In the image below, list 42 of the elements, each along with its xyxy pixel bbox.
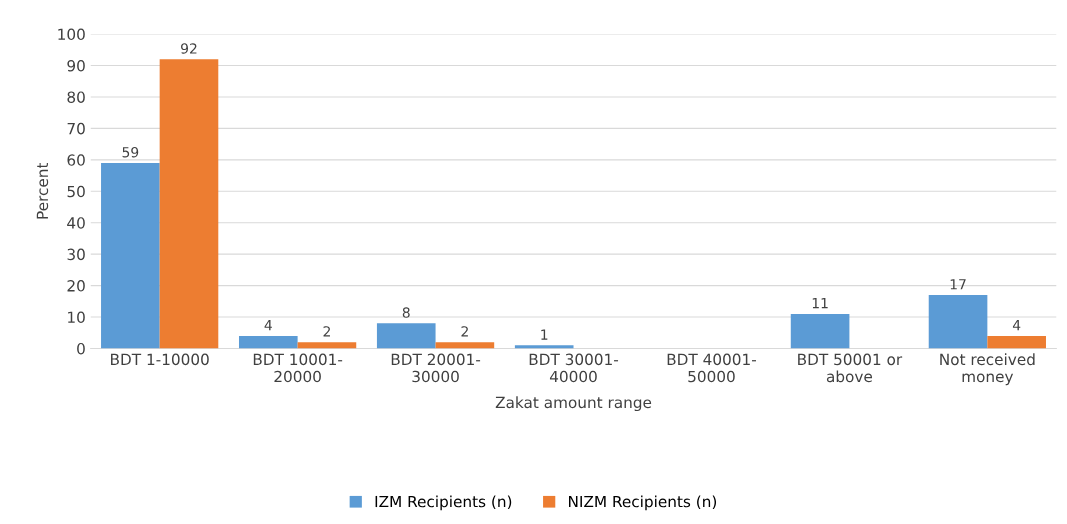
y-tick-label: 0 xyxy=(77,342,85,355)
y-tick-label: 80 xyxy=(67,91,85,103)
bar xyxy=(435,342,495,349)
x-tick-label: BDT 1-10000 xyxy=(111,353,209,366)
x-tick-label: BDT 30001- 40000 xyxy=(529,353,619,383)
y-tick-label: 40 xyxy=(67,217,85,229)
x-axis-title: Zakat amount range xyxy=(495,396,652,412)
data-label: 92 xyxy=(181,43,197,54)
x-tick-label: BDT 50001 or above xyxy=(798,353,903,383)
y-tick-label: 20 xyxy=(67,280,85,292)
y-tick-label: 70 xyxy=(67,122,85,135)
x-tick-label: Not received money xyxy=(940,353,1035,386)
y-tick-label: 50 xyxy=(67,185,85,198)
bar xyxy=(514,345,574,349)
bar xyxy=(159,59,219,349)
bar xyxy=(238,335,298,349)
data-label: 2 xyxy=(461,326,468,337)
data-label: 8 xyxy=(402,307,410,318)
bar xyxy=(928,295,988,349)
y-tick-label: 30 xyxy=(67,248,85,261)
x-tick-label: BDT 10001- 20000 xyxy=(253,353,343,383)
data-label: 59 xyxy=(122,146,139,158)
bar xyxy=(987,335,1046,349)
data-label: 4 xyxy=(1012,320,1021,331)
bar xyxy=(376,323,436,349)
legend-label: NIZM Recipients (n) xyxy=(569,495,717,511)
y-tick-label: 10 xyxy=(68,311,85,324)
x-tick-label: BDT 20001- 30000 xyxy=(391,353,481,383)
data-label: 17 xyxy=(950,279,966,290)
y-tick-label: 100 xyxy=(58,28,85,41)
x-tick-label: BDT 40001- 50000 xyxy=(667,353,756,383)
data-label: 11 xyxy=(812,298,828,309)
data-label: 4 xyxy=(264,320,272,331)
bar xyxy=(101,162,160,349)
data-label: 2 xyxy=(323,326,330,337)
y-axis-title: Percent xyxy=(36,162,49,219)
legend-label: IZM Recipients (n) xyxy=(375,495,512,511)
bar xyxy=(297,342,357,349)
y-tick-label: 60 xyxy=(67,154,85,166)
data-label: 1 xyxy=(541,329,548,340)
y-tick-label: 90 xyxy=(67,59,85,72)
bar xyxy=(790,313,850,349)
